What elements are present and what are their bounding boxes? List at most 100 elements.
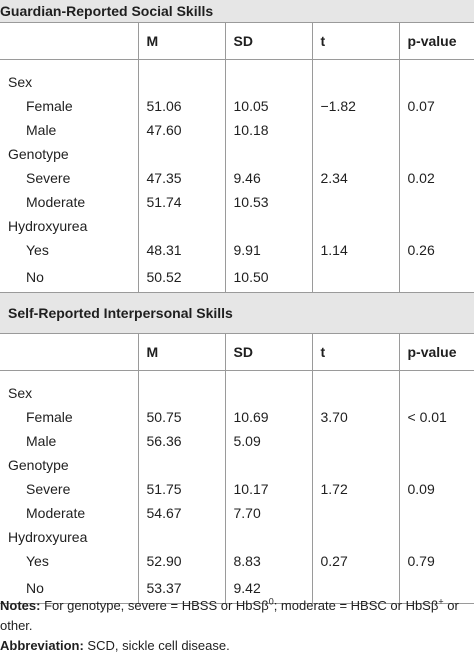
p-value-cell: 0.26 [398, 238, 474, 262]
section-title: Guardian-Reported Social Skills [0, 0, 474, 23]
sd-cell: 10.69 [224, 405, 312, 429]
mean-cell: 47.60 [137, 118, 225, 142]
sd-cell: 9.42 [224, 573, 312, 604]
notes-line: Notes: For genotype, severe = HBSS or Hb… [0, 596, 474, 636]
sd-cell [224, 370, 312, 405]
column-header: t [311, 333, 399, 371]
row-label: Severe [26, 481, 71, 497]
t-cell [311, 190, 399, 214]
row-label: No [0, 262, 138, 293]
mean-cell: 47.35 [137, 166, 225, 190]
column-header: p-value [398, 333, 474, 371]
row-label: Moderate [26, 194, 86, 210]
table-row: Moderate 54.67 7.70 [0, 501, 474, 525]
table-row: Moderate 51.74 10.53 [0, 190, 474, 214]
sd-cell [224, 214, 312, 238]
p-value-cell [398, 573, 474, 604]
notes-sup-a: 0 [268, 596, 274, 607]
mean-cell: 56.36 [137, 429, 225, 453]
t-cell [311, 118, 399, 142]
t-cell [311, 142, 399, 166]
column-header-row: M SD t p-value [0, 333, 474, 371]
p-value-cell [398, 262, 474, 293]
row-label: Moderate [26, 505, 86, 521]
column-header [0, 22, 138, 60]
mean-cell: 53.37 [137, 573, 225, 604]
mean-cell: 50.52 [137, 262, 225, 293]
group-header-row: Sex [0, 59, 474, 94]
notes-text-a: For genotype, severe = HBSS or HbSβ [40, 598, 269, 613]
column-header-row: M SD t p-value [0, 22, 474, 60]
sd-cell [224, 453, 312, 477]
t-cell [311, 573, 399, 604]
notes-label: Notes: [0, 598, 41, 613]
p-value-cell [398, 190, 474, 214]
p-value-cell: 0.07 [398, 94, 474, 118]
t-cell [311, 214, 399, 238]
row-label: Male [26, 122, 57, 138]
mean-cell: 51.74 [137, 190, 225, 214]
p-value-cell: 0.09 [398, 477, 474, 501]
t-cell: 1.14 [311, 238, 399, 262]
table-notes: Notes: For genotype, severe = HBSS or Hb… [0, 596, 474, 656]
sd-cell [224, 525, 312, 549]
abbreviation-line: Abbreviation: SCD, sickle cell disease. [0, 636, 474, 656]
row-label: Hydroxyurea [8, 218, 88, 234]
row-label: No [0, 573, 138, 604]
t-cell [311, 370, 399, 405]
group-header-row: Hydroxyurea [0, 214, 474, 238]
row-label: Genotype [8, 457, 69, 473]
notes-sup-b: + [438, 596, 444, 607]
sd-cell: 8.83 [224, 549, 312, 573]
results-table: Guardian-Reported Social Skills M SD t p-val… [0, 0, 474, 604]
table-row: Male 47.60 10.18 [0, 118, 474, 142]
section-title-row: Self-Reported Interpersonal Skills [0, 292, 474, 334]
column-header: M [137, 333, 225, 371]
column-header [0, 333, 138, 371]
column-header: t [311, 22, 399, 60]
p-value-cell [398, 501, 474, 525]
mean-cell: 54.67 [137, 501, 225, 525]
mean-cell [137, 142, 225, 166]
t-cell: −1.82 [311, 94, 399, 118]
t-cell: 1.72 [311, 477, 399, 501]
row-label: Yes [26, 242, 49, 258]
mean-cell [137, 59, 225, 94]
sd-cell: 10.05 [224, 94, 312, 118]
mean-cell [137, 453, 225, 477]
t-cell [311, 453, 399, 477]
mean-cell: 52.90 [137, 549, 225, 573]
row-label: Sex [8, 74, 33, 90]
p-value-cell [398, 429, 474, 453]
mean-cell: 51.75 [137, 477, 225, 501]
sd-cell: 9.46 [224, 166, 312, 190]
row-label: Male [26, 433, 57, 449]
sd-cell: 10.17 [224, 477, 312, 501]
notes-text-b: ; moderate = HBSC or HbSβ [273, 598, 439, 613]
mean-cell [137, 370, 225, 405]
abbreviation-label: Abbreviation: [0, 638, 84, 653]
table-row: Severe 51.75 10.17 1.72 0.09 [0, 477, 474, 501]
mean-cell: 48.31 [137, 238, 225, 262]
row-label: Yes [26, 553, 49, 569]
sd-cell: 9.91 [224, 238, 312, 262]
sd-cell: 5.09 [224, 429, 312, 453]
t-cell: 2.34 [311, 166, 399, 190]
row-label: Sex [8, 385, 33, 401]
row-label: Female [26, 409, 73, 425]
p-value-cell [398, 370, 474, 405]
row-label: Genotype [8, 146, 69, 162]
table-row: No 53.37 9.42 [0, 573, 474, 604]
section-title-row: Guardian-Reported Social Skills [0, 0, 474, 23]
row-label: Female [26, 98, 73, 114]
p-value-cell [398, 525, 474, 549]
table-row: Severe 47.35 9.46 2.34 0.02 [0, 166, 474, 190]
table-row: Female 50.75 10.69 3.70 < 0.01 [0, 405, 474, 429]
sd-cell [224, 59, 312, 94]
t-cell [311, 429, 399, 453]
results-table-wrapper: Guardian-Reported Social Skills M SD t p-val… [0, 0, 474, 604]
mean-cell [137, 525, 225, 549]
sd-cell: 10.53 [224, 190, 312, 214]
t-cell: 0.27 [311, 549, 399, 573]
sd-cell: 10.50 [224, 262, 312, 293]
